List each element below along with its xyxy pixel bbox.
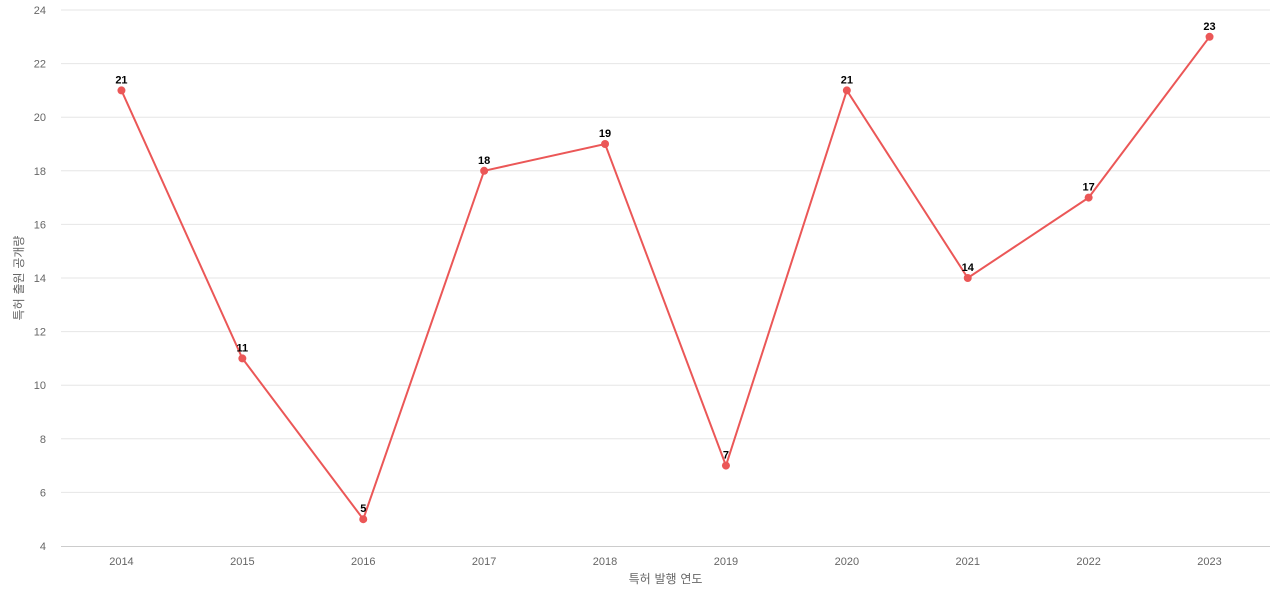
y-tick-label: 22: [34, 59, 46, 71]
y-tick-label: 18: [34, 166, 46, 178]
y-tick-label: 10: [34, 380, 46, 392]
data-label: 21: [841, 74, 853, 86]
y-axis-ticks: 4 6 8 10 12 14 16 18 20 22 24: [34, 5, 46, 553]
x-tick-label: 2014: [109, 556, 133, 568]
data-point: [117, 86, 126, 95]
x-axis-title: 특허 발행 연도: [629, 571, 703, 586]
y-tick-label: 8: [40, 434, 46, 446]
y-axis-title: 특허 출원 공개량: [12, 236, 26, 321]
data-label: 23: [1203, 21, 1215, 33]
y-tick-label: 4: [40, 541, 46, 553]
data-point: [359, 515, 368, 524]
data-labels: 21 11 5 18 19 7 21 14 17 23: [115, 21, 1215, 515]
y-tick-label: 20: [34, 112, 46, 124]
data-label: 5: [360, 503, 366, 515]
gridlines: [61, 9, 1270, 493]
data-label: 17: [1083, 182, 1095, 194]
data-point: [842, 86, 851, 95]
data-label: 18: [478, 155, 490, 167]
x-tick-label: 2020: [835, 556, 859, 568]
x-tick-label: 2016: [351, 556, 375, 568]
data-point: [721, 461, 730, 470]
data-point: [601, 140, 610, 148]
x-tick-label: 2017: [472, 556, 496, 568]
data-point: [1084, 193, 1093, 202]
series-line: [120, 36, 1211, 522]
data-point: [963, 274, 972, 282]
data-label: 11: [237, 342, 249, 354]
data-point: [238, 354, 247, 363]
x-tick-label: 2022: [1076, 556, 1100, 568]
data-points: [117, 32, 1214, 524]
x-tick-label: 2015: [230, 556, 254, 568]
x-tick-label: 2023: [1197, 556, 1221, 568]
data-label: 14: [962, 262, 975, 274]
y-tick-label: 14: [34, 273, 46, 285]
y-tick-label: 16: [34, 219, 46, 231]
x-axis-ticks: 2014 2015 2016 2017 2018 2019 2020 2021 2022 2023: [109, 556, 1222, 568]
data-label: 19: [599, 128, 611, 140]
y-tick-label: 24: [34, 5, 46, 17]
data-label: 7: [723, 450, 729, 462]
data-label: 21: [115, 74, 127, 86]
data-point: [480, 166, 489, 175]
data-point: [1205, 32, 1214, 41]
x-tick-label: 2021: [956, 556, 980, 568]
x-tick-label: 2018: [593, 556, 617, 568]
y-tick-label: 6: [40, 487, 46, 499]
y-tick-label: 12: [34, 327, 46, 339]
x-tick-label: 2019: [714, 556, 738, 568]
